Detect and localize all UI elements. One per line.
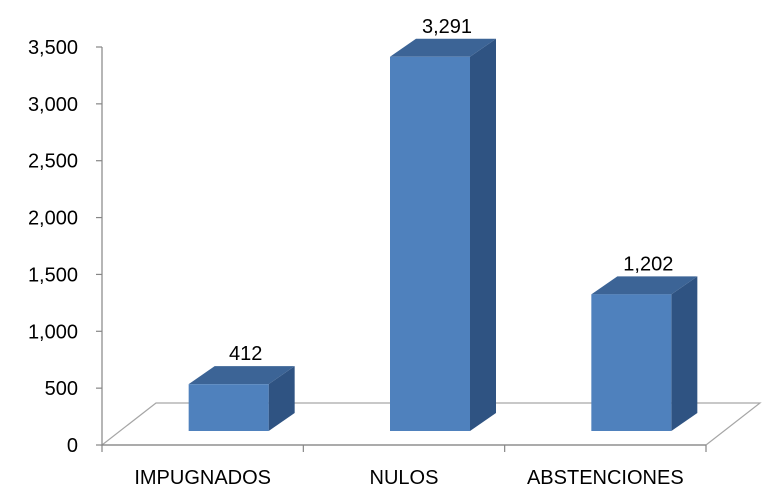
bar-series xyxy=(188,38,698,431)
bar xyxy=(188,384,269,431)
bar-data-label: 1,202 xyxy=(623,253,673,275)
chart-labels: 412 IMPUGNADOS 3,291 NULOS 1,202 ABSTENCIONES xyxy=(134,16,683,488)
y-tick-label: 3,000 xyxy=(28,94,78,116)
y-tick-label: 3,500 xyxy=(28,37,78,59)
bar-side-face xyxy=(470,38,496,431)
bar xyxy=(390,56,470,431)
y-tick-label: 500 xyxy=(45,378,78,400)
chart-axes: 0 500 1,000 1,500 2,000 2,500 3,000 3,500 xyxy=(28,37,707,457)
bar-group xyxy=(188,366,295,431)
y-tick-label: 0 xyxy=(67,435,78,457)
y-tick-label: 2,500 xyxy=(28,151,78,173)
bar-side-face xyxy=(268,366,295,431)
bar-top-face xyxy=(188,366,295,385)
bar-group xyxy=(390,38,496,431)
bar-group xyxy=(591,276,698,431)
bar-data-label: 3,291 xyxy=(422,16,472,38)
x-category-label: IMPUGNADOS xyxy=(134,467,271,488)
bar-side-face xyxy=(671,276,698,431)
bar xyxy=(591,294,672,431)
bar-data-label: 412 xyxy=(229,343,262,365)
y-tick-label: 1,500 xyxy=(28,264,78,286)
x-category-label: ABSTENCIONES xyxy=(527,467,684,488)
bar-top-face xyxy=(390,38,496,57)
y-tick-label: 2,000 xyxy=(28,208,78,230)
bar-top-face xyxy=(591,276,698,295)
y-tick-label: 1,000 xyxy=(28,321,78,343)
x-category-label: NULOS xyxy=(370,467,439,488)
